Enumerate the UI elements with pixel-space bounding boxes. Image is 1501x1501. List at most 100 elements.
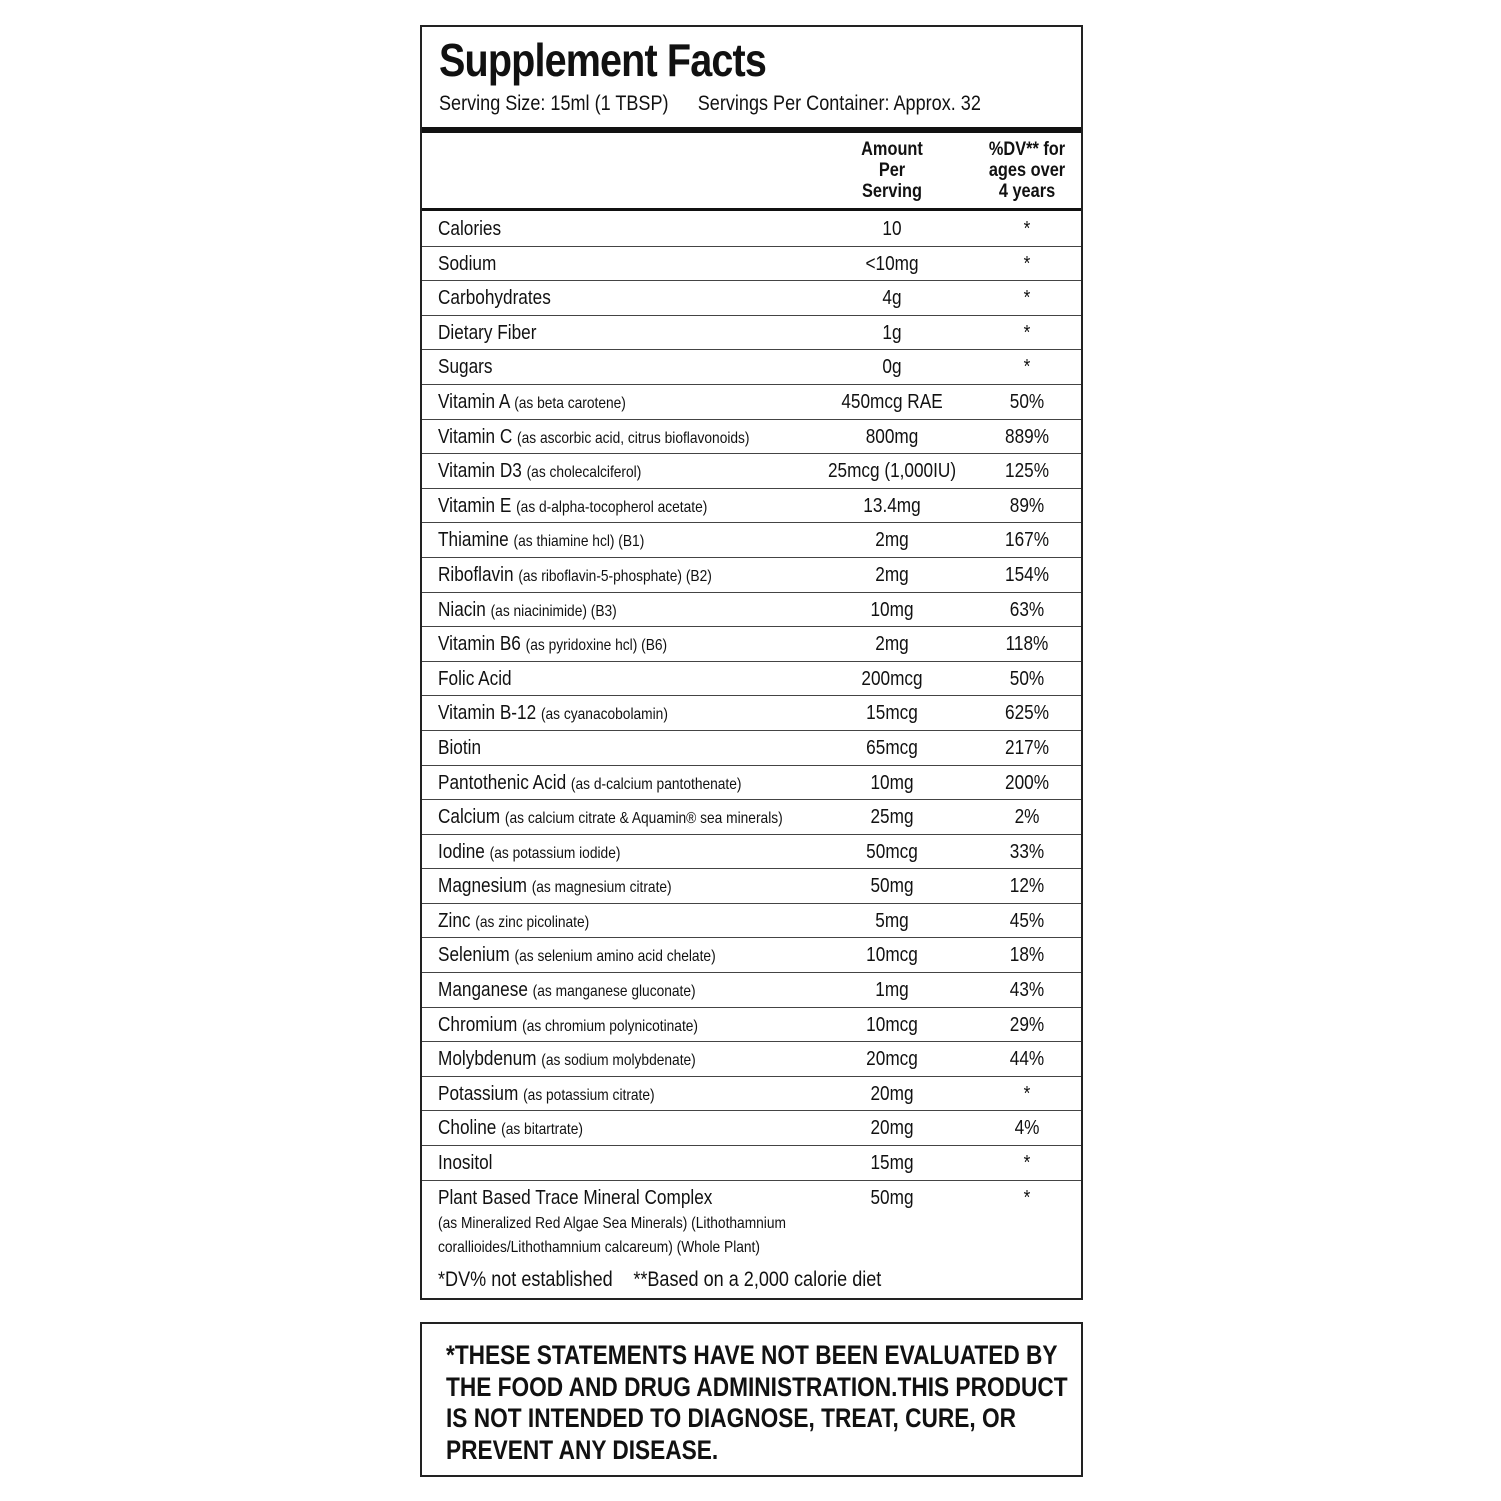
fda-disclaimer-text: *THESE STATEMENTS HAVE NOT BEEN EVALUATE…	[446, 1340, 1068, 1465]
nutrient-name: Thiamine (as thiamine hcl) (B1)	[438, 529, 644, 553]
nutrient-label: Calories	[438, 218, 502, 240]
nutrient-amount: 15mg	[870, 1152, 914, 1175]
nutrient-amount: 0g	[882, 356, 902, 379]
dv-column-header: %DV** for ages over 4 years	[971, 139, 1083, 202]
nutrient-detail: (as bitartrate)	[501, 1121, 583, 1139]
table-row: Potassium (as potassium citrate) 20mg *	[422, 1077, 1081, 1112]
nutrient-name: Calories	[438, 218, 501, 240]
nutrient-name: Zinc (as zinc picolinate)	[438, 910, 589, 934]
nutrient-label: Vitamin E	[438, 494, 512, 517]
serving-info: Serving Size: 15ml (1 TBSP) Servings Per …	[439, 92, 981, 116]
nutrient-dv: *	[1023, 1186, 1031, 1209]
nutrient-detail: (as d-calcium pantothenate)	[570, 775, 742, 793]
fda-disclaimer-box: *THESE STATEMENTS HAVE NOT BEEN EVALUATE…	[420, 1322, 1083, 1477]
nutrient-dv: 217%	[1005, 736, 1049, 759]
nutrient-label: Sugars	[438, 356, 493, 379]
nutrient-amount: 800mg	[865, 425, 919, 448]
table-row: Chromium (as chromium polynicotinate) 10m…	[422, 1008, 1081, 1043]
nutrient-name: Chromium (as chromium polynicotinate)	[438, 1014, 698, 1038]
nutrient-dv: 63%	[1009, 598, 1045, 621]
nutrient-amount: <10mg	[865, 252, 919, 275]
table-row: Inositol 15mg *	[422, 1146, 1081, 1181]
nutrient-detail: (as pyridoxine hcl) (B6)	[525, 637, 668, 655]
nutrient-dv: 43%	[1009, 979, 1045, 1002]
nutrient-name: Carbohydrates	[438, 287, 551, 309]
nutrient-detail: (as riboflavin-5-phosphate) (B2)	[518, 567, 712, 585]
nutrient-dv: *	[1023, 356, 1031, 379]
nutrient-detail: (as d-alpha-tocopherol acetate)	[516, 498, 708, 516]
nutrient-name: Magnesium (as magnesium citrate)	[438, 875, 672, 899]
nutrient-amount: 1mg	[875, 979, 909, 1002]
nutrient-detail: (as beta carotene)	[514, 394, 626, 412]
nutrient-dv: *	[1023, 1082, 1031, 1105]
nutrient-name: Vitamin B-12 (as cyanacobolamin)	[438, 702, 668, 726]
nutrient-amount: 200mcg	[861, 667, 923, 690]
nutrient-detail: (as cyanacobolamin)	[540, 706, 668, 724]
nutrient-detail: (as niacinimide) (B3)	[490, 602, 617, 620]
nutrient-label: Niacin	[438, 598, 486, 621]
nutrient-dv: 154%	[1005, 563, 1049, 586]
nutrient-detail: (as cholecalciferol)	[526, 464, 642, 482]
nutrient-label: Chromium	[438, 1013, 518, 1036]
nutrient-detail: (as sodium molybdenate)	[541, 1052, 696, 1070]
servings-per-container: Servings Per Container: Approx. 32	[697, 92, 981, 115]
nutrient-dv: 89%	[1009, 494, 1045, 517]
nutrient-amount: 1g	[882, 321, 902, 344]
nutrient-label: Choline	[438, 1117, 497, 1140]
table-row-trace-mineral-complex: Plant Based Trace Mineral Complex (as Mi…	[422, 1181, 1081, 1265]
nutrient-detail: (as calcium citrate & Aquamin® sea miner…	[504, 810, 783, 828]
nutrient-name: Riboflavin (as riboflavin-5-phosphate) (…	[438, 564, 712, 588]
nutrient-dv: *	[1023, 321, 1031, 344]
nutrient-amount: 15mcg	[866, 702, 918, 725]
nutrient-amount: 2mg	[875, 529, 909, 552]
nutrient-name: Vitamin A (as beta carotene)	[438, 391, 626, 415]
nutrient-dv: 167%	[1005, 529, 1049, 552]
table-row: Vitamin B6 (as pyridoxine hcl) (B6) 2mg 11…	[422, 627, 1081, 662]
nutrient-label: Potassium	[438, 1082, 519, 1105]
nutrient-label: Folic Acid	[438, 667, 512, 690]
nutrient-name: Potassium (as potassium citrate)	[438, 1083, 655, 1107]
nutrient-table: Calories 10 * Sodium <10mg * Carbohydrates 4g * D…	[422, 212, 1081, 1265]
nutrient-dv: 4%	[1014, 1117, 1040, 1140]
nutrient-name: Inositol	[438, 1152, 493, 1174]
nutrient-label: Sodium	[438, 252, 497, 275]
nutrient-amount: 20mg	[870, 1117, 914, 1140]
nutrient-name: Pantothenic Acid (as d-calcium pantothen…	[438, 772, 741, 796]
nutrient-detail-line: (as Mineralized Red Algae Sea Minerals) …	[438, 1214, 786, 1232]
footnote-calorie: **Based on a 2,000 calorie diet	[633, 1268, 882, 1291]
nutrient-name: Vitamin D3 (as cholecalciferol)	[438, 460, 641, 484]
nutrient-name: Sodium	[438, 253, 496, 275]
nutrient-label: Manganese	[438, 979, 528, 1002]
table-row: Sugars 0g *	[422, 350, 1081, 385]
nutrient-label: Zinc	[438, 909, 471, 932]
nutrient-detail: (as chromium polynicotinate)	[522, 1017, 699, 1035]
nutrient-dv: 33%	[1009, 840, 1045, 863]
nutrient-label: Inositol	[438, 1152, 493, 1175]
table-row: Zinc (as zinc picolinate) 5mg 45%	[422, 904, 1081, 939]
nutrient-name: Calcium (as calcium citrate & Aquamin® s…	[438, 806, 783, 830]
table-row: Niacin (as niacinimide) (B3) 10mg 63%	[422, 593, 1081, 628]
nutrient-amount: 10mg	[870, 598, 914, 621]
table-row: Vitamin E (as d-alpha-tocopherol acetate…	[422, 489, 1081, 524]
nutrient-dv: *	[1023, 1152, 1031, 1175]
table-row: Selenium (as selenium amino acid chelate…	[422, 938, 1081, 974]
amount-header-line: Per	[878, 160, 906, 181]
nutrient-amount: 10mg	[870, 771, 914, 794]
table-row: Vitamin B-12 (as cyanacobolamin) 15mcg 625…	[422, 696, 1081, 731]
nutrient-amount: 50mg	[870, 1186, 914, 1209]
nutrient-dv: 50%	[1009, 667, 1045, 690]
nutrient-amount: 50mg	[870, 875, 914, 898]
nutrient-label: Vitamin D3	[438, 460, 522, 483]
dv-header-line: ages over	[988, 160, 1066, 181]
nutrient-label: Vitamin A	[438, 390, 510, 413]
nutrient-label: Biotin	[438, 736, 482, 759]
nutrient-dv: 200%	[1005, 771, 1049, 794]
nutrient-amount: 10mcg	[866, 1013, 918, 1036]
nutrient-detail: (as zinc picolinate)	[475, 913, 590, 931]
nutrient-label: Thiamine	[438, 529, 509, 552]
nutrient-dv: 18%	[1009, 944, 1045, 967]
nutrient-amount: 10	[882, 218, 902, 240]
nutrient-detail: (as potassium iodide)	[489, 844, 621, 862]
nutrient-dv: 50%	[1009, 390, 1045, 413]
panel-title: Supplement Facts	[439, 34, 767, 86]
